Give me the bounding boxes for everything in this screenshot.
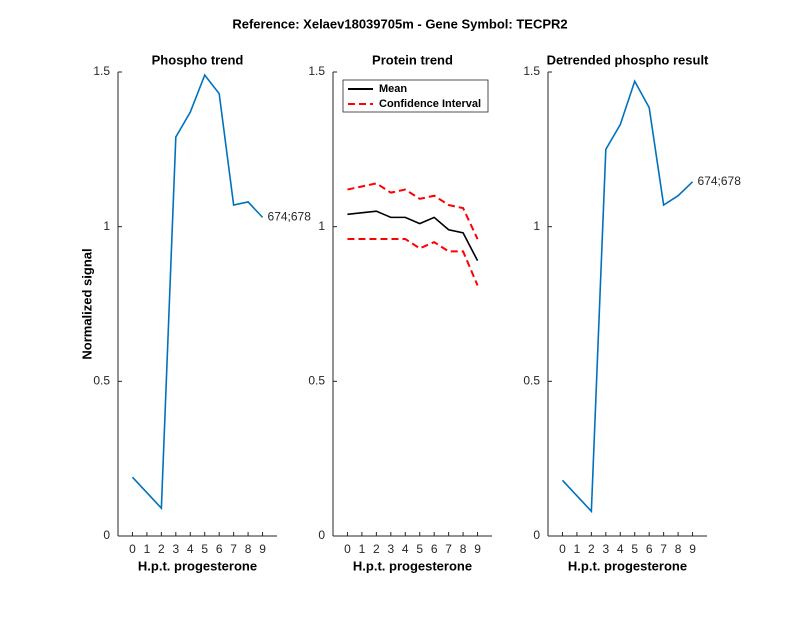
y-tick-label: 0.5: [523, 374, 540, 388]
y-tick-label: 1: [318, 219, 325, 233]
annotation: 674;678: [268, 210, 312, 224]
x-tick-label: 5: [631, 542, 638, 556]
y-tick-label: 0.5: [93, 374, 110, 388]
figure-title: Reference: Xelaev18039705m - Gene Symbol…: [232, 16, 567, 31]
y-tick-label: 1.5: [308, 64, 325, 78]
x-tick-label: 7: [230, 542, 237, 556]
x-tick-label: 0: [344, 542, 351, 556]
x-axis-label: H.p.t. progesterone: [353, 558, 472, 573]
y-tick-label: 0: [103, 528, 110, 542]
legend-box: [342, 79, 489, 113]
y-tick-label: 1.5: [523, 64, 540, 78]
annotation: 674;678: [698, 174, 742, 188]
x-tick-label: 1: [359, 542, 366, 556]
y-tick-label: 0: [533, 528, 540, 542]
x-tick-label: 6: [646, 542, 653, 556]
x-tick-label: 5: [416, 542, 423, 556]
x-tick-label: 8: [675, 542, 682, 556]
x-tick-label: 3: [172, 542, 179, 556]
subplot-title: Protein trend: [372, 52, 453, 67]
x-axis-label: H.p.t. progesterone: [138, 558, 257, 573]
line: [347, 238, 479, 286]
x-tick-label: 7: [445, 542, 452, 556]
x-tick-label: 6: [216, 542, 223, 556]
y-tick-label: 0: [318, 528, 325, 542]
line: [561, 79, 694, 514]
x-tick-label: 6: [431, 542, 438, 556]
legend-label: Confidence Interval: [379, 98, 481, 110]
subplot-title: Detrended phospho result: [547, 52, 709, 67]
x-tick-label: 5: [201, 542, 208, 556]
y-tick-label: 0.5: [308, 374, 325, 388]
line: [131, 73, 264, 511]
x-tick-label: 2: [158, 542, 165, 556]
x-tick-label: 4: [617, 542, 624, 556]
x-tick-label: 8: [245, 542, 252, 556]
line: [347, 182, 479, 240]
x-tick-label: 0: [129, 542, 136, 556]
x-axis-label: H.p.t. progesterone: [568, 558, 687, 573]
x-tick-label: 9: [474, 542, 481, 556]
subplot-title: Phospho trend: [152, 52, 244, 67]
line: [347, 210, 479, 262]
y-axis-label: Normalized signal: [79, 248, 94, 359]
x-tick-label: 8: [460, 542, 467, 556]
x-tick-label: 9: [259, 542, 266, 556]
x-tick-label: 4: [402, 542, 409, 556]
x-tick-label: 1: [144, 542, 151, 556]
x-tick-label: 3: [602, 542, 609, 556]
x-tick-label: 1: [574, 542, 581, 556]
y-tick-label: 1: [533, 219, 540, 233]
x-tick-label: 3: [387, 542, 394, 556]
y-tick-label: 1: [103, 219, 110, 233]
x-tick-label: 2: [588, 542, 595, 556]
x-tick-label: 9: [689, 542, 696, 556]
y-tick-label: 1.5: [93, 64, 110, 78]
x-tick-label: 7: [660, 542, 667, 556]
x-tick-label: 4: [187, 542, 194, 556]
x-tick-label: 0: [559, 542, 566, 556]
x-tick-label: 2: [373, 542, 380, 556]
legend-label: Mean: [379, 83, 407, 95]
